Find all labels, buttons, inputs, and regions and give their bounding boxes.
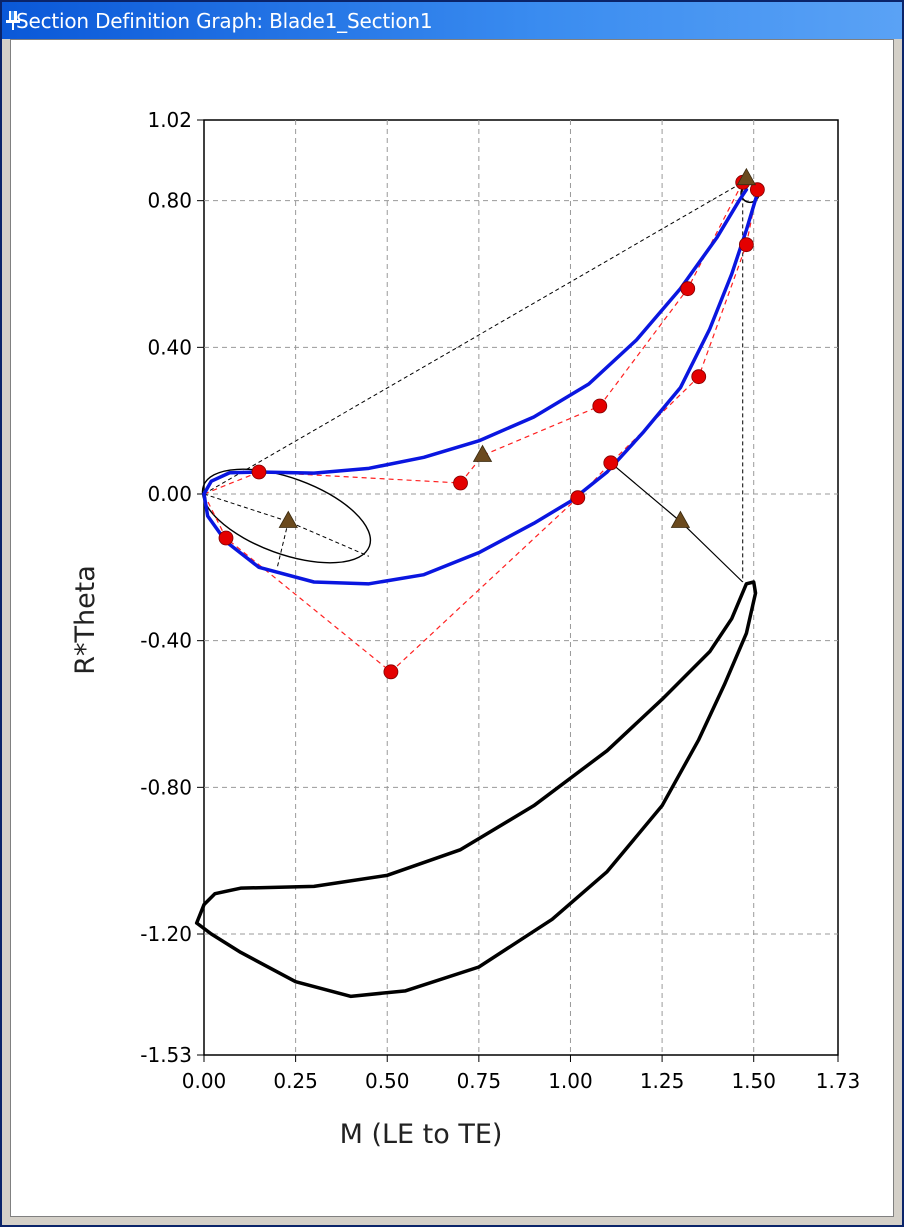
x-tick-label: 0.50 [365, 1069, 410, 1093]
x-tick-label: 0.75 [457, 1069, 502, 1093]
offset-blade-profile [194, 580, 758, 999]
control-point [218, 530, 234, 546]
x-axis-label: M (LE to TE) [340, 1119, 503, 1150]
pressure-side-curve [202, 191, 760, 586]
construction-line [203, 181, 743, 495]
control-point [592, 398, 608, 414]
y-tick-label: 0.40 [147, 335, 192, 359]
control-point [680, 281, 696, 297]
y-tick-label: -1.53 [140, 1043, 192, 1067]
control-point [749, 182, 765, 198]
y-tick-label: 1.02 [147, 108, 192, 132]
control-point [570, 490, 586, 506]
control-point [383, 664, 399, 680]
control-triangle-marker [278, 510, 298, 528]
x-tick-label: 1.73 [816, 1069, 861, 1093]
leading-edge-ellipse [201, 468, 372, 564]
x-tick-label: 1.25 [640, 1069, 685, 1093]
plot-frame [203, 119, 839, 1056]
x-tick-label: 0.25 [273, 1069, 318, 1093]
control-point [251, 464, 267, 480]
suction-side-curve [202, 187, 749, 496]
construction-line [276, 521, 289, 568]
control-point [738, 237, 754, 253]
y-tick-label: -0.80 [140, 775, 192, 799]
construction-line [203, 493, 370, 557]
y-tick-label: -0.40 [140, 629, 192, 653]
control-triangle-marker [670, 510, 691, 528]
x-tick-label: 1.50 [731, 1069, 776, 1093]
control-point [691, 369, 707, 385]
window-title: Section Definition Graph: Blade1_Section… [16, 9, 433, 33]
control-point [603, 455, 619, 471]
graph-area[interactable]: 0.00 0.25 0.50 0.75 1.00 1.25 1.50 1.73 1.02 0.8… [10, 39, 894, 1217]
pushpin-icon[interactable] [2, 8, 24, 32]
x-tick-label: 0.00 [182, 1069, 227, 1093]
y-tick-label: -1.20 [140, 922, 192, 946]
control-triangle-marker [472, 444, 493, 462]
window-titlebar[interactable]: Section Definition Graph: Blade1_Section… [2, 2, 902, 39]
control-point [453, 475, 468, 491]
y-axis-label: R*Theta [70, 565, 101, 675]
y-tick-label: 0.80 [147, 189, 192, 213]
pressure-control-polygon [203, 189, 758, 673]
section-chart[interactable]: 0.00 0.25 0.50 0.75 1.00 1.25 1.50 1.73 1.02 0.8… [11, 40, 896, 1220]
y-tick-label: 0.00 [147, 482, 192, 506]
x-tick-label: 1.00 [548, 1069, 593, 1093]
control-triangle-marker [736, 167, 757, 186]
